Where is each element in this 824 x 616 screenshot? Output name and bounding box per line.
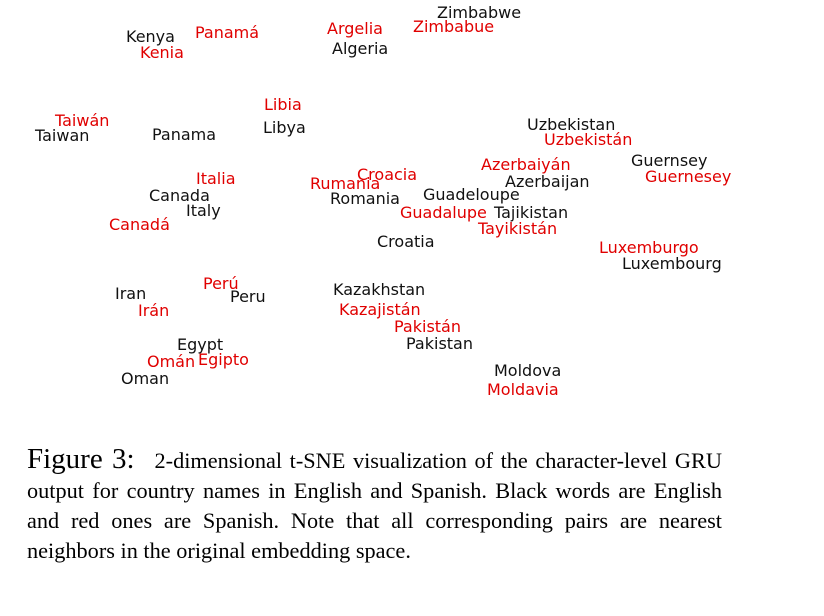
point-label-kenia: Kenia (140, 43, 184, 62)
point-label-italy: Italy (186, 201, 221, 220)
point-label-tayikistan: Tayikistán (478, 219, 558, 238)
point-label-kenya: Kenya (126, 27, 175, 46)
figure-label: Figure 3: (27, 443, 135, 475)
point-label-guernesey: Guernesey (645, 167, 732, 186)
tsne-plot: Zimbabwe Zimbabue Argelia Algeria Kenya Kenia… (35, 3, 732, 399)
point-label-kazajistan: Kazajistán (339, 300, 421, 319)
point-label-libya: Libya (263, 118, 306, 137)
point-label-argelia: Argelia (327, 19, 383, 38)
point-label-peru: Perú (203, 274, 239, 293)
point-label-guadeloupe: Guadeloupe (423, 185, 520, 204)
point-label-taiwan: Taiwan (35, 126, 90, 145)
point-label-italia: Italia (196, 169, 236, 188)
point-label-zimbabue: Zimbabue (413, 17, 495, 36)
point-label-oman: Omán (147, 352, 196, 371)
point-label-romania: Romania (330, 189, 400, 208)
point-label-egypt: Egypt (177, 335, 224, 354)
point-label-uzbekistan: Uzbekistan (527, 115, 616, 134)
point-label-libia: Libia (264, 95, 302, 114)
point-label-zimbabwe: Zimbabwe (437, 3, 522, 22)
point-label-luxemburgo: Luxemburgo (599, 238, 699, 257)
point-label-canada: Canadá (109, 215, 170, 234)
point-label-panama: Panama (152, 125, 217, 144)
point-label-moldavia: Moldavia (487, 380, 559, 399)
point-label-azerbaijan: Azerbaijan (505, 172, 590, 191)
point-label-pakistan: Pakistán (394, 317, 461, 336)
point-label-moldova: Moldova (494, 361, 562, 380)
point-label-uzbekistan: Uzbekistán (544, 130, 633, 149)
point-label-rumania: Rumania (310, 174, 381, 193)
point-label-panama: Panamá (195, 23, 260, 42)
point-label-peru: Peru (230, 287, 266, 306)
point-label-iran: Irán (138, 301, 170, 320)
point-label-guernsey: Guernsey (631, 151, 708, 170)
point-label-canada: Canada (149, 186, 210, 205)
point-label-algeria: Algeria (332, 39, 389, 58)
point-label-luxembourg: Luxembourg (622, 254, 722, 273)
point-label-azerbaiyan: Azerbaiyán (481, 155, 571, 174)
caption-text: 2-dimensional t-SNE visualization of the… (27, 448, 722, 563)
figure-caption: Figure 3: 2-dimensional t-SNE visualizati… (27, 444, 722, 566)
point-label-croacia: Croacia (357, 165, 418, 184)
point-label-oman: Oman (121, 369, 170, 388)
point-label-tajikistan: Tajikistan (494, 203, 569, 222)
point-label-egipto: Egipto (198, 350, 249, 369)
point-label-kazakhstan: Kazakhstan (333, 280, 426, 299)
point-label-guadalupe: Guadalupe (400, 203, 487, 222)
point-label-pakistan: Pakistan (406, 334, 473, 353)
point-label-croatia: Croatia (377, 232, 435, 251)
point-label-taiwan: Taiwán (55, 111, 110, 130)
point-label-iran: Iran (115, 284, 147, 303)
